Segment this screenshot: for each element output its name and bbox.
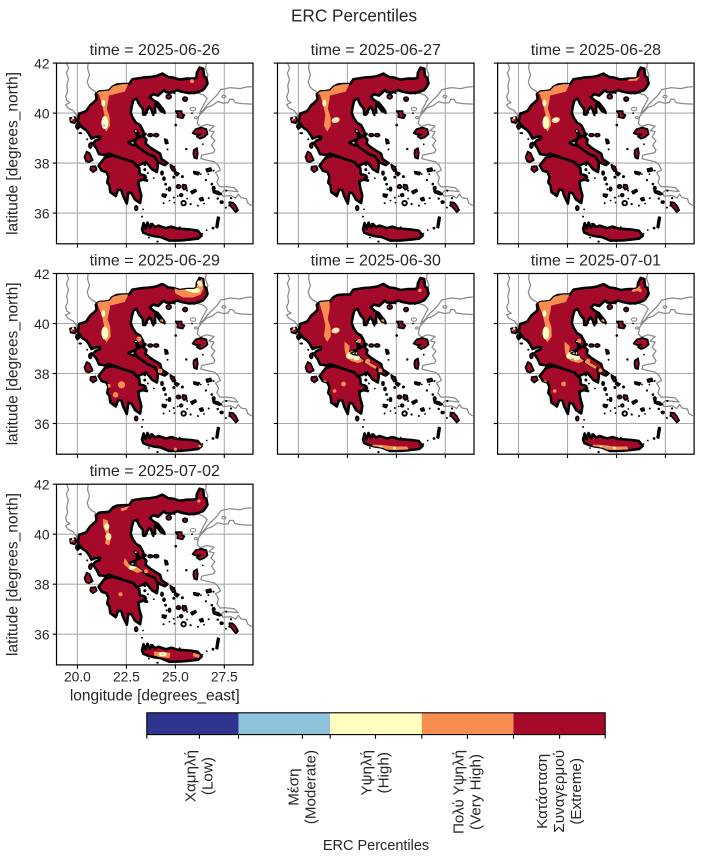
svg-text:40: 40 [34,107,50,122]
svg-text:time = 2025-06-30: time = 2025-06-30 [311,252,441,269]
svg-text:40: 40 [34,317,50,332]
svg-text:42: 42 [34,478,49,493]
svg-text:Υψηλή(High): Υψηλή(High) [359,750,393,795]
svg-text:20.0: 20.0 [64,670,91,685]
svg-text:latitude [degrees_north]: latitude [degrees_north] [5,493,22,656]
svg-text:longitude [degrees_east]: longitude [degrees_east] [70,688,240,705]
svg-text:25.0: 25.0 [162,670,189,685]
svg-text:Χαμηλή(Low): Χαμηλή(Low) [183,750,217,802]
svg-text:ΚατάστασηΣυναγερμού(Extreme): ΚατάστασηΣυναγερμού(Extreme) [534,750,585,833]
svg-text:time = 2025-06-26: time = 2025-06-26 [90,42,220,59]
svg-text:Πολύ Υψηλή(Very High): Πολύ Υψηλή(Very High) [451,750,485,834]
svg-text:36: 36 [34,417,50,432]
svg-text:ERC Percentiles: ERC Percentiles [323,838,429,854]
svg-text:42: 42 [34,57,49,72]
svg-text:36: 36 [34,628,50,643]
svg-text:27.5: 27.5 [211,670,238,685]
svg-text:ERC Percentiles: ERC Percentiles [291,6,417,26]
svg-text:38: 38 [34,578,50,593]
svg-text:time = 2025-06-29: time = 2025-06-29 [90,252,220,269]
svg-text:36: 36 [34,207,50,222]
svg-text:38: 38 [34,157,50,172]
svg-text:time = 2025-07-02: time = 2025-07-02 [90,463,220,480]
svg-text:38: 38 [34,367,50,382]
svg-text:22.5: 22.5 [113,670,140,685]
svg-text:time = 2025-06-28: time = 2025-06-28 [531,42,661,59]
svg-text:40: 40 [34,528,50,543]
svg-text:Μέση(Moderate): Μέση(Moderate) [286,750,320,824]
svg-text:time = 2025-06-27: time = 2025-06-27 [311,42,441,59]
svg-text:latitude [degrees_north]: latitude [degrees_north] [5,282,22,445]
svg-text:latitude [degrees_north]: latitude [degrees_north] [5,72,22,235]
svg-text:time = 2025-07-01: time = 2025-07-01 [531,252,661,269]
svg-text:42: 42 [34,267,49,282]
